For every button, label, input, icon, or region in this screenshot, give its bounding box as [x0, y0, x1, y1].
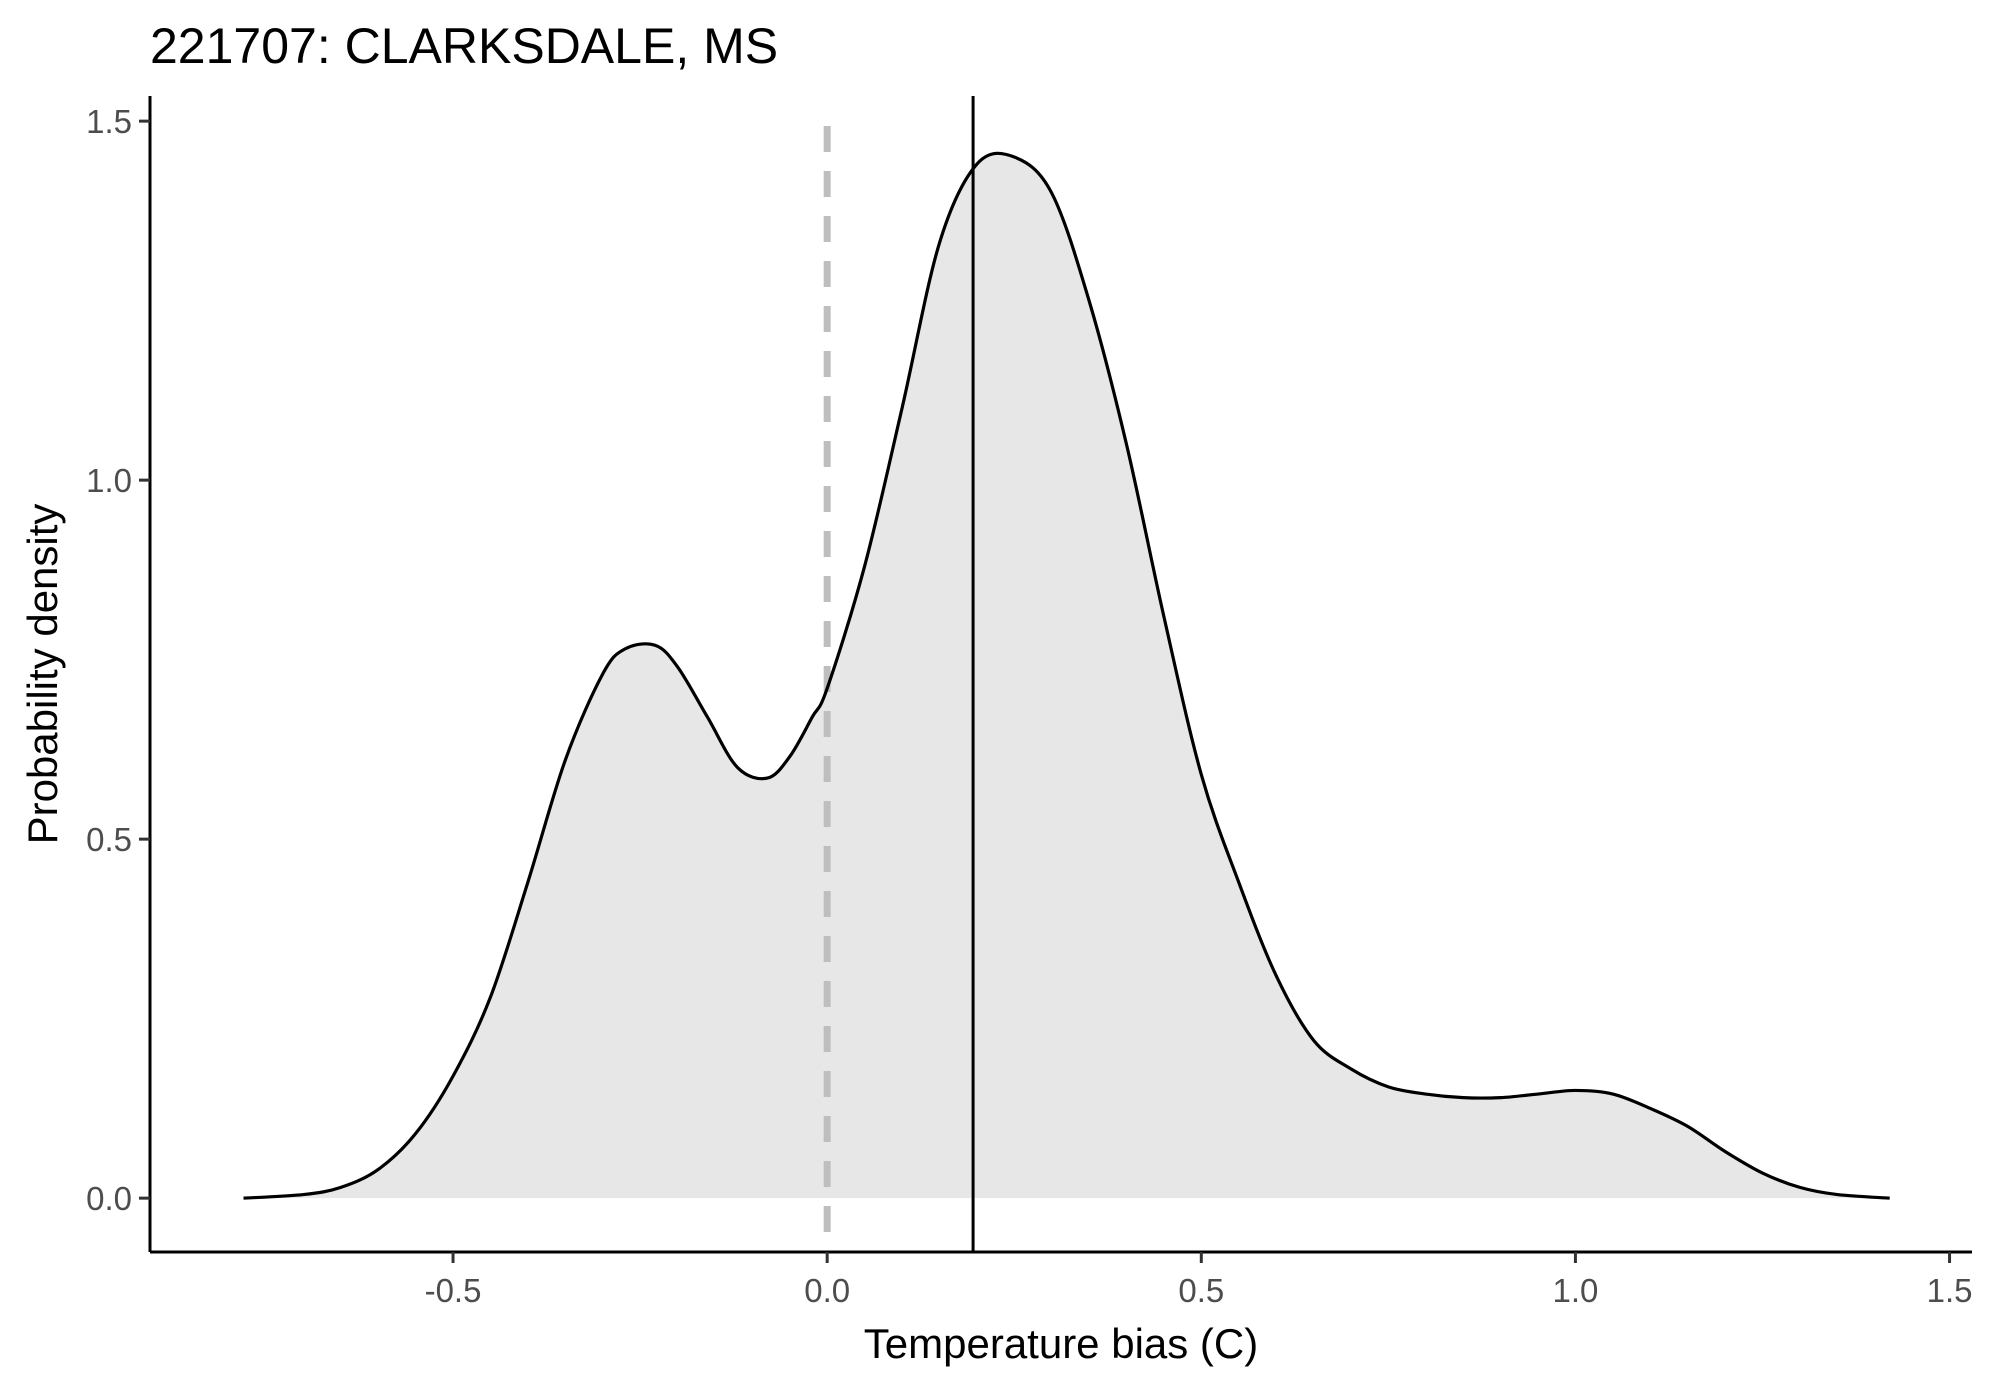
x-tick-label: 0.5 — [1178, 1272, 1224, 1309]
plot-area — [243, 96, 1890, 1252]
x-tick-label: 1.0 — [1552, 1272, 1598, 1309]
y-axis-label: Probability density — [19, 504, 66, 845]
x-tick-label: 0.0 — [804, 1272, 850, 1309]
x-tick-label: 1.5 — [1927, 1272, 1973, 1309]
density-curve — [243, 151, 1890, 1200]
density-area — [243, 153, 1890, 1199]
y-tick-label: 1.0 — [86, 462, 132, 499]
y-tick-label: 0.5 — [86, 821, 132, 858]
y-tick-label: 0.0 — [86, 1180, 132, 1217]
chart-title: 221707: CLARKSDALE, MS — [150, 18, 778, 74]
x-axis-ticks: -0.5 0.0 0.5 1.0 1.5 — [425, 1252, 1973, 1309]
x-tick-label: -0.5 — [425, 1272, 482, 1309]
x-axis-label: Temperature bias (C) — [864, 1320, 1258, 1367]
y-tick-label: 1.5 — [86, 103, 132, 140]
y-axis-ticks: 0.0 0.5 1.0 1.5 — [86, 103, 150, 1217]
